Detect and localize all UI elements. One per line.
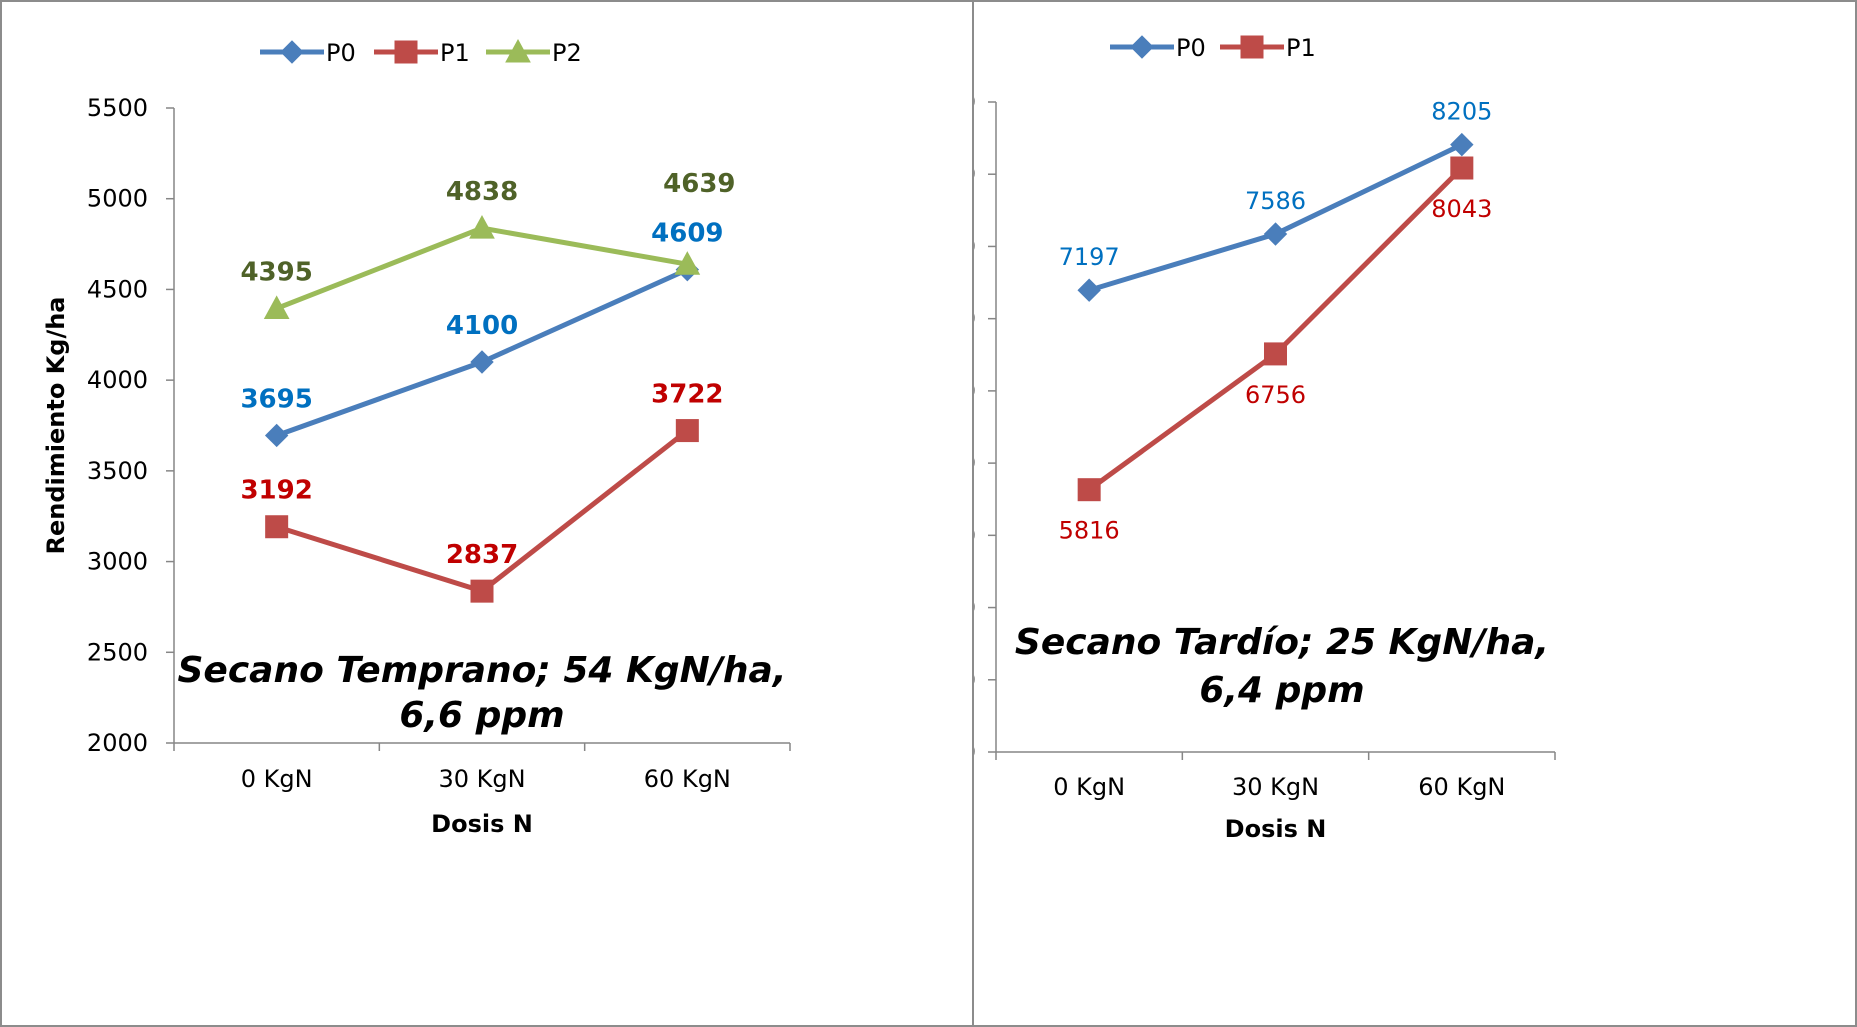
data-label-p0: 7197: [1059, 243, 1120, 271]
legend-label-p0: P0: [1176, 34, 1206, 62]
legend-marker-p2: [505, 38, 531, 63]
chart-annotation: Secano Tardío; 25 KgN/ha,: [1015, 622, 1549, 663]
data-label-p0: 3695: [240, 384, 312, 414]
x-tick-label: 0 KgN: [1053, 773, 1125, 801]
x-axis-title: Dosis N: [431, 810, 533, 838]
legend-label-p2: P2: [552, 39, 582, 67]
y-tick-label: 6000: [974, 449, 976, 477]
y-tick-label: 8000: [974, 160, 976, 188]
series-line-p1: [1087, 166, 1464, 492]
line-chart-secano-temprano: 2000 2500 3000 3500 4000 4500 5000 5500 0 KgN 30 …: [42, 38, 791, 838]
y-tick-label: 4500: [974, 666, 976, 694]
x-axis-title: Dosis N: [1225, 815, 1327, 843]
data-label-p2: 4838: [446, 177, 518, 207]
chart-panel-secano-tardio: 4000 4500 5000 5500 6000 6500 7000 7500 8000 8500…: [972, 0, 1857, 1027]
data-label-p0: 8205: [1431, 98, 1492, 126]
data-label-p1: 6756: [1245, 381, 1306, 409]
data-label-p1: 8043: [1431, 195, 1492, 223]
y-tick-label: 4000: [974, 738, 976, 766]
data-point-p0: [1450, 132, 1474, 157]
legend-label-p0: P0: [326, 39, 356, 67]
data-label-p0: 4609: [651, 219, 723, 249]
y-axis-title: Rendimiento Kg/ha: [42, 297, 70, 555]
data-point-p2: [263, 295, 290, 319]
chart-annotation: 6,4 ppm: [1199, 670, 1364, 711]
x-tick-label: 60 KgN: [1418, 773, 1505, 801]
legend-marker-p1: [1240, 35, 1264, 59]
data-label-p0: 4100: [446, 311, 518, 341]
legend-marker-p0: [280, 40, 304, 64]
legend-marker-p1: [394, 40, 418, 64]
x-tick-label: 60 KgN: [644, 765, 731, 793]
data-label-p1: 2837: [446, 540, 518, 570]
data-label-p2: 4395: [240, 257, 312, 287]
data-label-p2: 4639: [663, 169, 735, 199]
y-tick-label: 2500: [87, 638, 148, 666]
data-label-p1: 5816: [1059, 517, 1120, 545]
y-tick-label: 8500: [974, 88, 976, 116]
line-chart-secano-tardio: 4000 4500 5000 5500 6000 6500 7000 7500 8000 8500…: [974, 34, 1556, 843]
legend-label-p1: P1: [440, 39, 470, 67]
data-point-p0: [264, 423, 289, 448]
y-tick-label: 7500: [974, 232, 976, 260]
series-line-p0: [1088, 142, 1463, 293]
y-tick-label: 3000: [87, 548, 148, 576]
y-tick-label: 4500: [87, 275, 148, 303]
x-tick-label: 30 KgN: [1232, 773, 1319, 801]
data-point-p1: [470, 579, 494, 603]
chart-annotation: Secano Temprano; 54 KgN/ha,: [178, 650, 787, 691]
y-tick-label: 5000: [87, 185, 148, 213]
chart-panel-secano-temprano: 2000 2500 3000 3500 4000 4500 5000 5500 0 KgN 30 …: [0, 0, 974, 1027]
data-point-p1: [1264, 342, 1287, 366]
data-point-p0: [470, 350, 494, 374]
legend-marker-p0: [1130, 35, 1154, 59]
y-tick-label: 3500: [87, 457, 148, 485]
data-point-p2: [674, 251, 701, 275]
chart-annotation: 6,6 ppm: [399, 695, 564, 736]
data-point-p1: [675, 419, 699, 443]
data-point-p0: [1263, 222, 1288, 246]
legend-label-p1: P1: [1286, 34, 1316, 62]
data-point-p0: [1077, 278, 1101, 302]
data-label-p0: 7586: [1245, 187, 1306, 215]
data-point-p1: [1450, 156, 1474, 180]
y-tick-label: 5500: [87, 94, 148, 122]
y-tick-label: 5500: [974, 521, 976, 549]
data-point-p2: [469, 215, 495, 239]
y-tick-label: 5000: [974, 594, 976, 622]
data-point-p1: [265, 515, 289, 539]
y-tick-label: 4000: [87, 366, 148, 394]
x-tick-label: 0 KgN: [241, 765, 313, 793]
x-tick-label: 30 KgN: [438, 765, 525, 793]
data-point-p1: [1077, 478, 1101, 502]
y-tick-label: 2000: [87, 729, 148, 757]
y-tick-label: 7000: [974, 305, 976, 333]
data-label-p1: 3192: [240, 476, 312, 506]
y-tick-label: 6500: [974, 377, 976, 405]
data-label-p1: 3722: [651, 380, 723, 410]
chart-root: 2000 2500 3000 3500 4000 4500 5000 5500 0 KgN 30 …: [42, 38, 791, 838]
chart-root: 4000 4500 5000 5500 6000 6500 7000 7500 8000 8500…: [974, 34, 1556, 843]
